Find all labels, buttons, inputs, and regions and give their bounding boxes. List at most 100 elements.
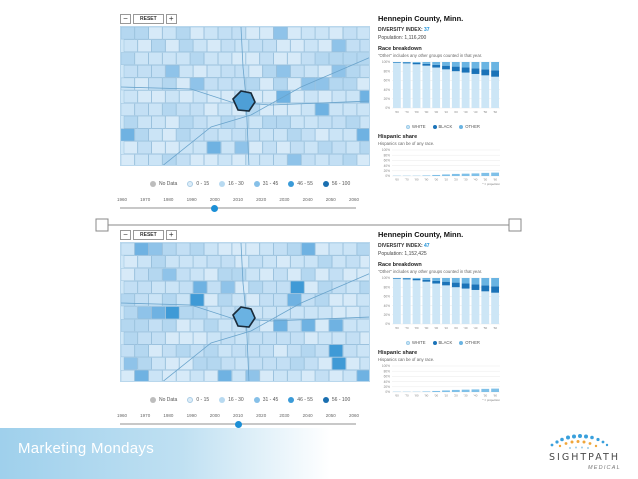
legend-swatch [288, 181, 295, 187]
timeline-year[interactable]: 1980 [163, 413, 174, 418]
legend-label: 31 - 45 [262, 181, 279, 187]
county-map-svg[interactable] [121, 243, 370, 382]
county-cell [356, 243, 369, 256]
timeline-year[interactable]: 1990 [186, 413, 197, 418]
zoom-out-button[interactable]: − [120, 230, 131, 240]
timeline-year[interactable]: 2000 [209, 197, 220, 202]
timeline-year[interactable]: 2010 [232, 413, 244, 418]
race-note: "Other" includes any other groups counte… [378, 53, 483, 58]
race-bar-white [412, 280, 421, 324]
timeline-year[interactable]: 1960 [116, 413, 128, 418]
year-timeline[interactable]: 1960 1970 1980 1990 2000 2010 2020 2030 2040 2050… [116, 197, 363, 215]
county-cell [151, 331, 166, 345]
county-cell [315, 52, 329, 65]
race-bar-other [461, 278, 470, 284]
county-cell [318, 115, 332, 129]
county-cell [137, 306, 152, 319]
county-cell [259, 128, 274, 142]
race-bar-black [412, 278, 421, 281]
race-bar-white [402, 63, 411, 108]
timeline-year[interactable]: 2020 [256, 197, 267, 202]
county-cell [193, 255, 207, 269]
county-map[interactable] [120, 26, 370, 166]
timeline-year[interactable]: 2040 [302, 197, 313, 202]
diversity-value: 47 [424, 243, 430, 249]
county-map-svg[interactable] [121, 27, 370, 166]
county-cell [245, 128, 260, 142]
timeline-year[interactable]: 1970 [140, 197, 151, 202]
timeline-year[interactable]: 2050 [325, 197, 336, 202]
race-bar-white [491, 76, 499, 108]
county-cell [121, 103, 135, 116]
year-timeline[interactable]: 1960 1970 1980 1990 2000 2010 2020 2030 2040 2050… [116, 413, 363, 431]
county-cell [318, 255, 332, 269]
county-cell [137, 331, 152, 345]
race-bar-white [442, 69, 450, 108]
timeline-year[interactable]: 2040 [302, 413, 313, 418]
timeline-years: 1960 1970 1980 1990 2000 2010 2020 2030 2040 2050… [116, 197, 363, 204]
county-cell [148, 27, 163, 40]
county-cell [190, 344, 204, 358]
county-cell [207, 357, 221, 370]
timeline-year[interactable]: 1960 [116, 197, 128, 202]
race-bar-other [412, 278, 421, 279]
hisp-bar [461, 389, 470, 392]
timeline-track[interactable] [120, 207, 356, 209]
timeline-year[interactable]: 1970 [140, 413, 151, 418]
legend-swatch [150, 181, 156, 187]
timeline-year[interactable]: 1980 [163, 197, 174, 202]
zoom-in-button[interactable]: + [165, 230, 177, 240]
county-cell [245, 77, 260, 91]
timeline-year[interactable]: 2020 [256, 413, 267, 418]
county-cell [342, 52, 357, 65]
county-cell [342, 293, 357, 307]
hisp-year-label: '60 [493, 394, 497, 398]
timeline-handle[interactable] [234, 421, 242, 428]
county-cell [304, 115, 319, 129]
race-bar-white [481, 291, 490, 324]
county-cell [318, 306, 332, 319]
county-cell [217, 293, 232, 307]
race-bar-other [432, 62, 441, 65]
reset-button[interactable]: RESET [133, 230, 164, 240]
county-cell [356, 344, 369, 358]
reset-button[interactable]: RESET [133, 14, 164, 24]
county-map[interactable] [120, 242, 370, 382]
county-cell [287, 52, 302, 65]
timeline-year[interactable]: 2060 [348, 197, 360, 202]
timeline-year[interactable]: 2050 [325, 413, 336, 418]
county-cell [231, 128, 246, 142]
zoom-in-button[interactable]: + [165, 14, 177, 24]
county-cell [342, 103, 357, 116]
timeline-year[interactable]: 2060 [348, 413, 360, 418]
timeline-handle[interactable] [210, 205, 218, 212]
timeline-year[interactable]: 2030 [279, 197, 290, 202]
legend-item: 16 - 30 [219, 181, 244, 187]
county-cell [304, 255, 319, 269]
county-cell [165, 357, 180, 370]
county-cell [207, 39, 221, 53]
county-cell [345, 255, 360, 269]
county-cell [179, 281, 194, 294]
timeline-year[interactable]: 2030 [279, 413, 290, 418]
county-cell [259, 77, 274, 91]
race-year-label: '10 [444, 326, 448, 330]
county-cell [245, 52, 260, 65]
county-cell [329, 27, 343, 40]
county-cell [165, 331, 180, 345]
hisp-year-label: '00 [434, 178, 438, 182]
race-year-label: '60 [395, 110, 399, 114]
county-cell [207, 65, 221, 78]
timeline-year[interactable]: 2010 [232, 197, 244, 202]
zoom-out-button[interactable]: − [120, 14, 131, 24]
race-bar-black [402, 62, 411, 64]
race-year-label: '00 [434, 326, 438, 330]
county-cell [276, 65, 291, 78]
timeline-year[interactable]: 2000 [209, 413, 220, 418]
map-road [240, 243, 250, 381]
county-cell [176, 243, 191, 256]
county-cell [287, 128, 302, 142]
timeline-year[interactable]: 1990 [186, 197, 197, 202]
county-cell [204, 52, 218, 65]
county-cell [304, 331, 319, 345]
